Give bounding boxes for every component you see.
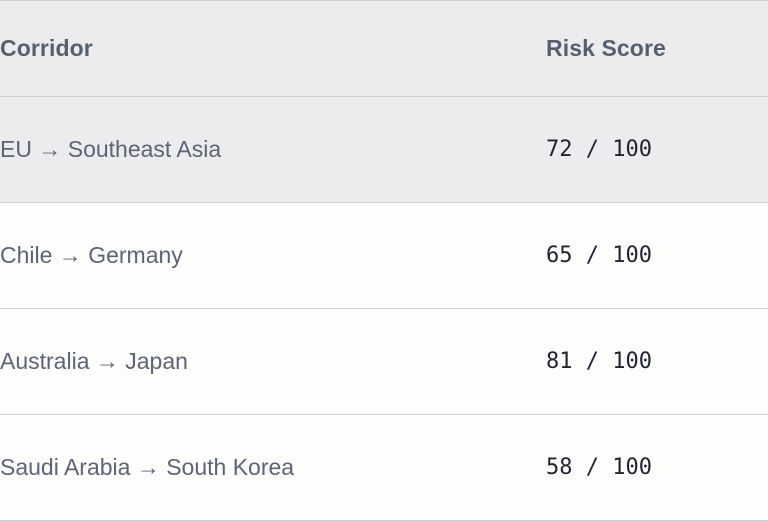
column-header-corridor[interactable]: Corridor xyxy=(0,0,546,97)
cell-risk-score: 81 / 100 xyxy=(546,308,768,415)
cell-corridor: Australia → Japan xyxy=(0,308,546,415)
cell-risk-score: 65 / 100 xyxy=(546,202,768,309)
table-row[interactable]: Chile → Germany 65 / 100 xyxy=(0,202,768,309)
cell-risk-score: 72 / 100 xyxy=(546,96,768,203)
table-row[interactable]: EU → Southeast Asia 72 / 100 xyxy=(0,96,768,203)
table-body: EU → Southeast Asia 72 / 100 Chile → Ger… xyxy=(0,96,768,521)
column-header-risk-score[interactable]: Risk Score xyxy=(546,0,768,97)
table-row[interactable]: Australia → Japan 81 / 100 xyxy=(0,308,768,415)
cell-corridor: Chile → Germany xyxy=(0,202,546,309)
table-header: Corridor Risk Score xyxy=(0,0,768,97)
cell-corridor: Saudi Arabia → South Korea xyxy=(0,414,546,521)
cell-corridor: EU → Southeast Asia xyxy=(0,96,546,203)
cell-risk-score: 58 / 100 xyxy=(546,414,768,521)
table-row[interactable]: Saudi Arabia → South Korea 58 / 100 xyxy=(0,414,768,521)
table-header-row: Corridor Risk Score xyxy=(0,0,768,97)
